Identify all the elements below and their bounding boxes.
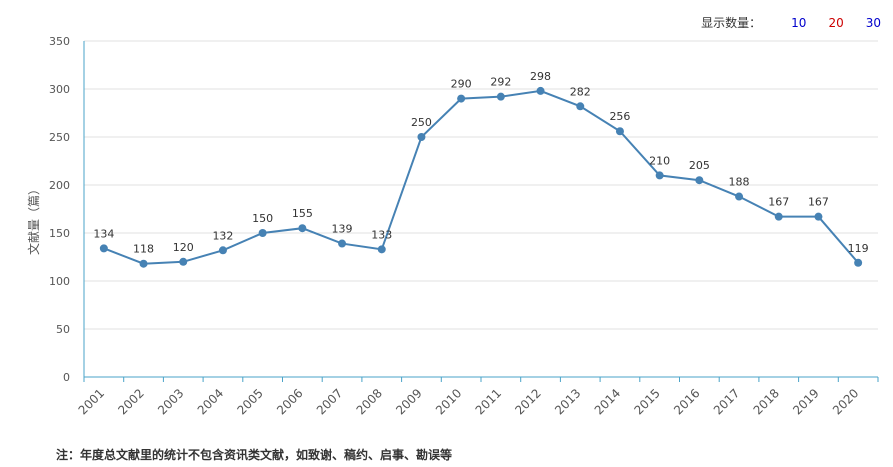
x-tick-label: 2020 (830, 386, 861, 417)
data-label: 250 (411, 116, 432, 129)
display-count-label: 显示数量： (701, 16, 762, 30)
data-label: 155 (292, 207, 313, 220)
footnote: 注：年度总文献里的统计不包含资讯类文献，如致谢、稿约、启事、勘误等 (56, 448, 453, 462)
x-tick-label: 2007 (314, 386, 345, 417)
data-point (417, 133, 426, 141)
x-tick-label: 2006 (274, 386, 305, 417)
x-tick-label: 2008 (354, 386, 385, 417)
data-label: 205 (689, 159, 710, 172)
x-tick-label: 2017 (711, 386, 742, 417)
x-tick-label: 2005 (234, 386, 265, 417)
data-label: 134 (93, 227, 114, 240)
data-point (735, 192, 744, 201)
data-label: 167 (768, 196, 789, 209)
data-label: 120 (173, 241, 194, 254)
count-option-30[interactable]: 30 (865, 15, 881, 30)
data-label: 282 (570, 85, 591, 98)
data-label: 150 (252, 212, 273, 225)
data-point (139, 259, 148, 268)
display-count-selector: 显示数量： 10 20 30 (701, 14, 881, 31)
y-tick-label: 150 (49, 227, 70, 240)
data-point (218, 246, 227, 255)
x-tick-label: 2001 (76, 386, 107, 417)
data-point (615, 127, 624, 136)
x-tick-label: 2009 (393, 386, 424, 417)
data-label: 188 (729, 176, 750, 189)
data-point (258, 229, 267, 237)
data-label: 167 (808, 196, 829, 209)
x-tick-label: 2014 (592, 386, 623, 417)
data-point (298, 224, 307, 233)
data-point (99, 244, 108, 253)
x-tick-label: 2004 (195, 386, 226, 417)
data-label: 132 (212, 229, 233, 242)
data-label: 290 (451, 78, 472, 91)
x-tick-label: 2011 (473, 386, 504, 417)
count-option-10[interactable]: 10 (791, 15, 807, 30)
data-label: 139 (332, 223, 353, 236)
x-tick-label: 2013 (552, 386, 583, 417)
y-tick-label: 350 (49, 35, 70, 48)
data-point (655, 171, 664, 180)
y-tick-label: 50 (56, 323, 70, 336)
x-tick-label: 2019 (790, 386, 821, 417)
data-point (179, 257, 188, 266)
series-line (103, 89, 859, 265)
x-tick-label: 2016 (671, 386, 702, 417)
data-point (496, 92, 505, 101)
data-point (576, 102, 585, 111)
data-point (774, 212, 783, 221)
data-point (814, 212, 823, 221)
x-tick-label: 2015 (631, 386, 662, 417)
data-point (854, 258, 863, 267)
data-point (377, 245, 386, 254)
y-tick-label: 250 (49, 131, 70, 144)
data-point (338, 239, 347, 248)
x-tick-label: 2002 (115, 386, 146, 417)
x-tick-label: 2003 (155, 386, 186, 417)
x-tick-label: 2018 (751, 386, 782, 417)
line-chart: 0 50 100 150 200 250 300 350 2001 2002 2003 2004 200… (26, 35, 879, 418)
data-point (695, 176, 704, 185)
y-tick-label: 100 (49, 275, 70, 288)
x-tick-label: 2010 (433, 386, 464, 417)
data-label: 210 (649, 154, 670, 167)
data-label: 133 (371, 228, 392, 241)
data-point (457, 94, 466, 103)
data-label: 298 (530, 70, 551, 83)
y-axis-title: 文献量（篇） (26, 183, 41, 255)
x-tick-label: 2012 (512, 386, 543, 417)
data-point (536, 86, 545, 95)
y-tick-label: 200 (49, 179, 70, 192)
count-option-20[interactable]: 20 (828, 15, 844, 30)
data-label: 292 (490, 76, 511, 89)
data-label: 256 (609, 110, 630, 123)
y-tick-label: 300 (49, 83, 70, 96)
data-label: 118 (133, 243, 154, 256)
y-tick-label: 0 (63, 371, 70, 384)
data-label: 119 (848, 242, 869, 255)
